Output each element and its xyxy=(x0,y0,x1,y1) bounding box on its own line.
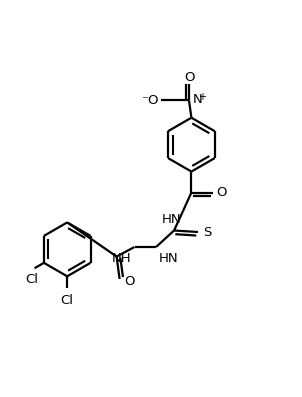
Text: HN: HN xyxy=(159,252,179,265)
Text: S: S xyxy=(203,226,211,239)
Text: N: N xyxy=(193,93,203,106)
Text: +: + xyxy=(198,93,206,102)
Text: HN: HN xyxy=(162,212,182,225)
Text: NH: NH xyxy=(112,252,132,265)
Text: Cl: Cl xyxy=(61,295,74,307)
Text: O: O xyxy=(124,275,134,288)
Text: O: O xyxy=(184,71,194,85)
Text: O: O xyxy=(216,186,226,199)
Text: Cl: Cl xyxy=(26,273,39,286)
Text: ⁻O: ⁻O xyxy=(142,94,159,107)
